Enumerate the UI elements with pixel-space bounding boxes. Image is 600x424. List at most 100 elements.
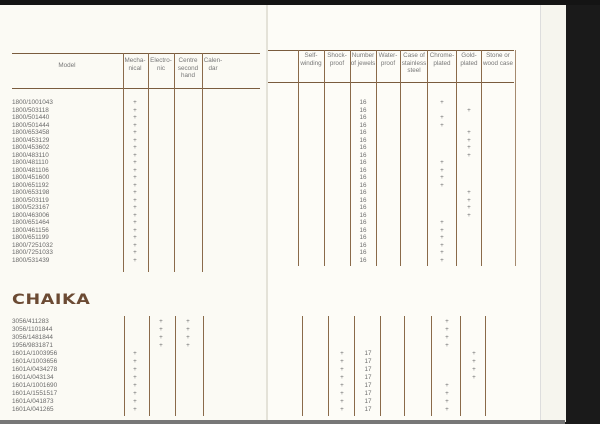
model-number: 1800/481106 xyxy=(12,166,49,174)
cell-chrome: + xyxy=(440,219,444,226)
model-number: 1800/653198 xyxy=(12,189,50,196)
cell-chrome: + xyxy=(445,382,449,389)
cell-jewels: 17 xyxy=(364,358,372,365)
column-header-stainless: Case of stainless steel xyxy=(401,52,427,74)
header-rule-bottom xyxy=(268,82,514,83)
cell-jewels: 16 xyxy=(359,234,367,241)
book-spine xyxy=(266,5,268,422)
column-divider xyxy=(324,50,325,266)
cell-jewels: 17 xyxy=(364,366,372,373)
column-header-calendar: Calen- dar xyxy=(203,57,223,72)
cell-mechanical: + xyxy=(133,189,137,196)
cell-chrome: + xyxy=(445,390,449,397)
cell-gold: + xyxy=(472,350,476,357)
model-number: 1800/651192 xyxy=(12,181,49,189)
cell-gold: + xyxy=(467,151,471,159)
model-number: 1800/501444 xyxy=(12,121,50,129)
header-rule-top xyxy=(12,53,260,54)
cell-jewels: 16 xyxy=(359,136,367,144)
cell-mechanical: + xyxy=(133,174,137,181)
cell-electronic: + xyxy=(159,334,163,341)
cell-gold: + xyxy=(472,366,476,373)
cell-jewels: 16 xyxy=(359,144,367,151)
cell-gold: + xyxy=(467,196,471,204)
model-number: 1800/463006 xyxy=(12,211,50,219)
cell-shockproof: + xyxy=(340,358,344,365)
model-number: 1800/651199 xyxy=(12,234,49,241)
cell-mechanical: + xyxy=(133,166,137,174)
model-number: 1800/451600 xyxy=(12,174,50,181)
model-number: 1800/531439 xyxy=(12,256,50,264)
cell-chrome: + xyxy=(440,174,444,181)
cell-jewels: 16 xyxy=(359,211,367,219)
column-divider xyxy=(328,316,329,416)
model-number: 1800/7251032 xyxy=(12,241,53,249)
model-number: 1800/651464 xyxy=(12,219,50,226)
model-number: 1800/7251033 xyxy=(12,249,53,256)
cell-gold: + xyxy=(467,129,471,136)
cell-centre-second: + xyxy=(186,334,190,341)
cell-centre-second: + xyxy=(186,318,190,325)
cell-shockproof: + xyxy=(340,366,344,373)
column-divider xyxy=(515,50,516,266)
cell-mechanical: + xyxy=(133,390,137,397)
cell-jewels: 16 xyxy=(359,174,367,181)
model-number: 1601A/041265 xyxy=(12,406,54,413)
model-number: 1601A/1003956 xyxy=(12,350,58,357)
cell-jewels: 16 xyxy=(359,226,367,234)
cell-mechanical: + xyxy=(133,151,137,159)
column-divider xyxy=(427,50,428,266)
model-number: 1800/481110 xyxy=(12,159,49,166)
model-number: 1800/461156 xyxy=(12,226,49,234)
column-divider xyxy=(148,53,149,272)
model-number: 1601A/043134 xyxy=(12,374,54,381)
cell-jewels: 16 xyxy=(359,114,367,121)
cell-chrome: + xyxy=(440,226,444,234)
cell-chrome: + xyxy=(440,256,444,264)
cell-jewels: 16 xyxy=(359,106,367,114)
model-number: 3056/1481844 xyxy=(12,334,53,341)
cell-mechanical: + xyxy=(133,114,137,121)
cell-mechanical: + xyxy=(133,350,137,357)
cell-mechanical: + xyxy=(133,99,137,106)
cell-mechanical: + xyxy=(133,249,137,256)
column-divider xyxy=(456,50,457,266)
cell-chrome: + xyxy=(440,121,444,129)
column-header-gold: Gold- plated xyxy=(460,52,478,67)
column-header-electronic: Electro- nic xyxy=(150,57,172,72)
cell-centre-second: + xyxy=(186,342,190,349)
cell-chrome: + xyxy=(445,406,449,413)
cell-chrome: + xyxy=(440,249,444,256)
column-header-stone: Stone or wood case xyxy=(482,52,514,67)
header-rule-top xyxy=(268,50,514,51)
cell-mechanical: + xyxy=(133,219,137,226)
cell-jewels: 16 xyxy=(359,129,367,136)
model-number: 1601A/0434278 xyxy=(12,366,58,373)
column-header-centre-second: Centre second hand xyxy=(177,57,199,79)
cell-mechanical: + xyxy=(133,406,137,413)
column-header-chrome: Chrome- plated xyxy=(429,52,455,67)
cell-mechanical: + xyxy=(133,129,137,136)
cell-mechanical: + xyxy=(133,159,137,166)
cell-jewels: 17 xyxy=(364,406,372,413)
model-number: 1601A/041873 xyxy=(12,398,54,405)
cell-mechanical: + xyxy=(133,181,137,189)
model-number: 1800/483110 xyxy=(12,151,49,159)
column-header-jewels: Number of jewels xyxy=(350,52,376,67)
model-number: 1800/523167 xyxy=(12,204,50,211)
model-number: 1800/501440 xyxy=(12,114,50,121)
model-number: 1601A/1551517 xyxy=(12,390,58,397)
cell-jewels: 16 xyxy=(359,256,367,264)
cell-jewels: 16 xyxy=(359,151,367,159)
model-number: 1800/653458 xyxy=(12,129,50,136)
model-number: 1800/503118 xyxy=(12,106,49,114)
cell-chrome: + xyxy=(440,166,444,174)
cell-jewels: 16 xyxy=(359,166,367,174)
cell-jewels: 17 xyxy=(364,374,372,381)
cell-jewels: 16 xyxy=(359,159,367,166)
model-number: 1800/1001043 xyxy=(12,99,53,106)
model-number: 1601A/1003656 xyxy=(12,358,58,365)
column-divider xyxy=(123,53,124,272)
column-header-model: Model xyxy=(58,62,76,69)
model-number: 1601A/1001690 xyxy=(12,382,58,389)
